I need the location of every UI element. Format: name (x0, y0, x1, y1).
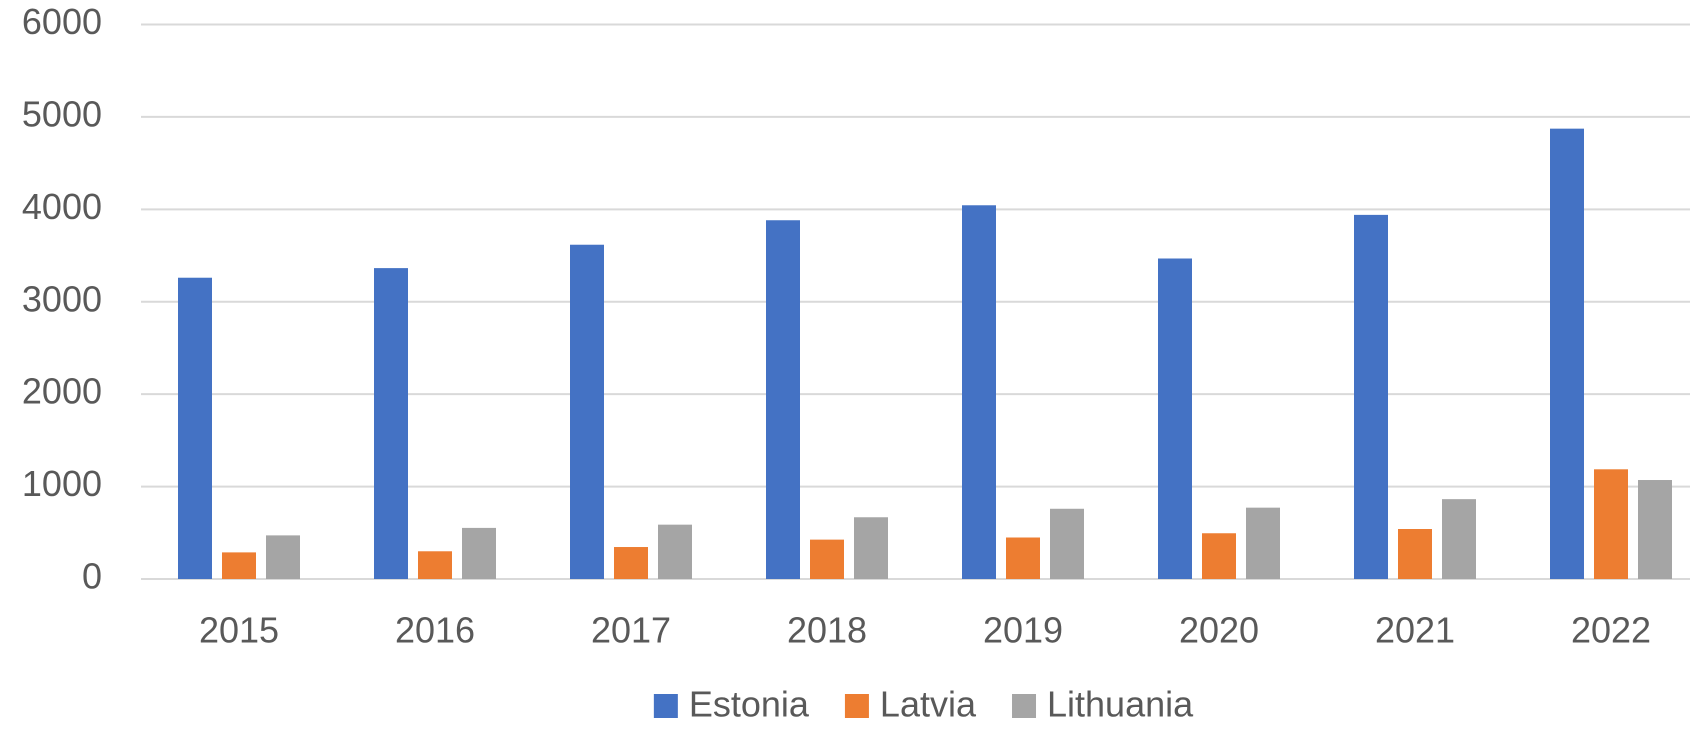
legend-swatch (653, 694, 678, 718)
bar (1594, 469, 1628, 579)
bar (570, 244, 604, 579)
bar (1246, 507, 1280, 579)
y-tick-label: 0 (82, 556, 102, 597)
bar (854, 517, 888, 579)
bar (1638, 480, 1672, 579)
bar (1398, 529, 1432, 579)
bar (810, 539, 844, 579)
y-tick-label: 1000 (22, 463, 102, 504)
bar (1442, 499, 1476, 579)
x-tick-label: 2016 (395, 610, 475, 651)
x-tick-label: 2021 (1375, 610, 1455, 651)
y-tick-label: 6000 (22, 1, 102, 42)
bar (266, 535, 300, 579)
x-tick-label: 2022 (1571, 610, 1651, 651)
x-tick-label: 2019 (983, 610, 1063, 651)
y-tick-label: 5000 (22, 93, 102, 134)
bar (962, 205, 996, 579)
y-tick-label: 4000 (22, 186, 102, 227)
bar (766, 220, 800, 579)
bar (418, 551, 452, 579)
legend-swatch (1012, 694, 1037, 718)
legend-label: Latvia (880, 684, 977, 725)
bar (1550, 128, 1584, 580)
y-tick-label: 2000 (22, 371, 102, 412)
x-tick-label: 2020 (1179, 610, 1259, 651)
bar (1158, 258, 1192, 579)
bar (222, 552, 256, 579)
x-tick-label: 2015 (199, 610, 279, 651)
bar (1202, 533, 1236, 579)
bar (658, 524, 692, 579)
bar (1006, 537, 1040, 579)
bar (1354, 214, 1388, 579)
bar (374, 268, 408, 579)
y-tick-label: 3000 (22, 278, 102, 319)
legend-label: Estonia (689, 684, 810, 725)
bar (614, 547, 648, 579)
bar (1050, 508, 1084, 579)
bar (178, 277, 212, 579)
legend-label: Lithuania (1047, 684, 1194, 725)
bar (462, 527, 496, 579)
x-tick-label: 2018 (787, 610, 867, 651)
legend-swatch (844, 694, 869, 718)
x-tick-label: 2017 (591, 610, 671, 651)
